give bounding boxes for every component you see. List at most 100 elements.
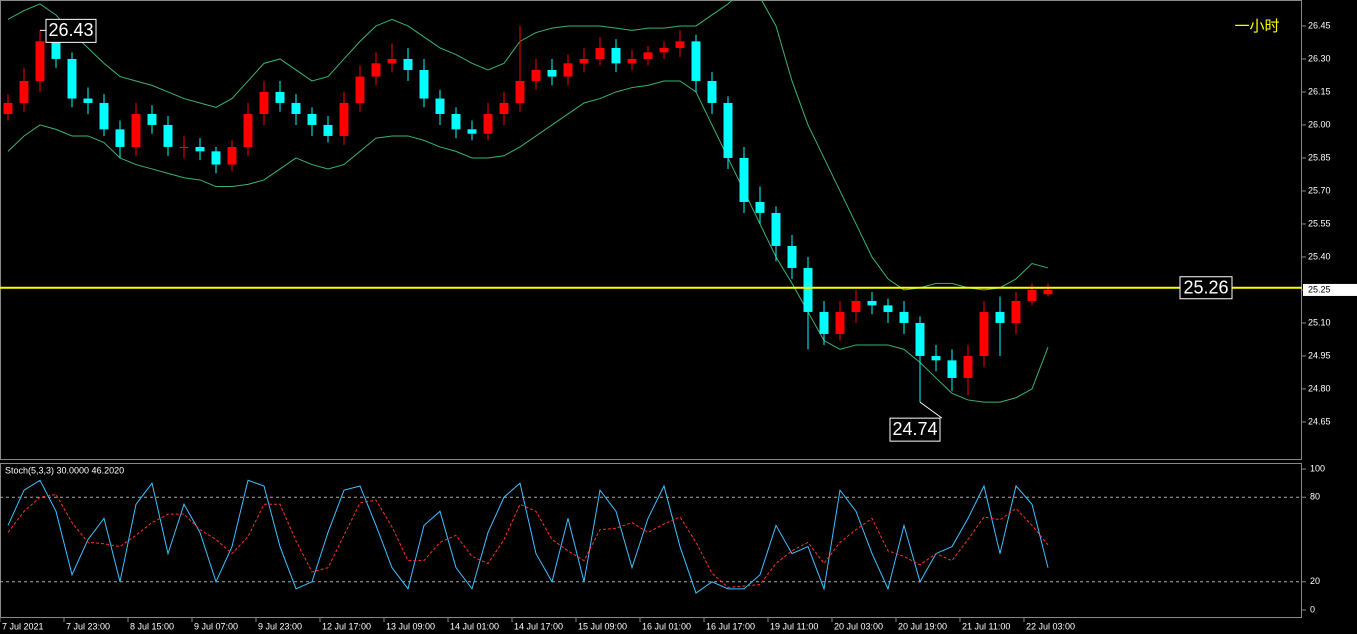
candle-body bbox=[51, 41, 61, 59]
x-tick-label: 22 Jul 03:00 bbox=[1026, 621, 1075, 631]
indicator-label: Stoch(5,3,3) 30.0000 46.2020 bbox=[5, 465, 124, 475]
candle-body bbox=[371, 63, 381, 77]
x-tick-label: 20 Jul 03:00 bbox=[834, 621, 883, 631]
last-price-tag bbox=[1303, 283, 1357, 296]
candle-body bbox=[899, 311, 909, 323]
x-tick-label: 13 Jul 09:00 bbox=[386, 621, 435, 631]
candle-body bbox=[819, 311, 829, 334]
candle-body bbox=[323, 124, 333, 136]
annotation-label: 24.74 bbox=[892, 419, 937, 439]
y-tick-label: 25.40 bbox=[1308, 251, 1331, 261]
stoch-line bbox=[7, 479, 1049, 594]
y-tick-label: 24.65 bbox=[1308, 416, 1331, 426]
price-line-box bbox=[1179, 276, 1233, 300]
y-tick-label: 20 bbox=[1310, 576, 1320, 586]
candle-body bbox=[275, 91, 285, 103]
candle-body bbox=[35, 41, 45, 81]
candle-body bbox=[883, 305, 893, 312]
candle-body bbox=[227, 146, 237, 165]
candle-body bbox=[99, 102, 109, 130]
candle-body bbox=[291, 102, 301, 114]
x-tick-label: 16 Jul 01:00 bbox=[642, 621, 691, 631]
candle-body bbox=[835, 311, 845, 334]
candle-body bbox=[771, 212, 781, 246]
candle-body bbox=[707, 80, 717, 103]
y-tick-label: 26.15 bbox=[1308, 86, 1331, 96]
x-tick-label: 14 Jul 01:00 bbox=[450, 621, 499, 631]
candle-body bbox=[403, 58, 413, 70]
candle-body bbox=[643, 52, 653, 59]
y-tick-label: 26.30 bbox=[1308, 53, 1331, 63]
candle-body bbox=[755, 201, 765, 213]
candle-body bbox=[243, 113, 253, 147]
candle-body bbox=[563, 63, 573, 77]
candle-body bbox=[947, 360, 957, 378]
band-line bbox=[7, 80, 1049, 403]
y-tick-label: 80 bbox=[1310, 492, 1320, 502]
y-tick-label: 25.10 bbox=[1308, 317, 1331, 327]
candle-body bbox=[515, 80, 525, 103]
candle-body bbox=[739, 157, 749, 202]
candle-body bbox=[115, 129, 125, 147]
candle-body bbox=[691, 41, 701, 81]
x-tick-label: 12 Jul 17:00 bbox=[322, 621, 371, 631]
candle-body bbox=[67, 58, 77, 99]
candle-body bbox=[83, 98, 93, 103]
candle-body bbox=[963, 355, 973, 378]
y-tick-label: 25.85 bbox=[1308, 152, 1331, 162]
price-line-label: 25.26 bbox=[1183, 277, 1228, 297]
x-tick-label: 21 Jul 11:00 bbox=[962, 621, 1010, 631]
candle-body bbox=[387, 58, 397, 64]
candle-body bbox=[675, 41, 685, 48]
candle-body bbox=[867, 300, 877, 306]
candle-body bbox=[931, 355, 941, 361]
last-price-label: 25.25 bbox=[1308, 284, 1331, 294]
x-tick-label: 20 Jul 19:00 bbox=[898, 621, 947, 631]
candle-body bbox=[499, 102, 509, 114]
annotation-box bbox=[45, 18, 97, 43]
candle-body bbox=[467, 129, 477, 134]
x-tick-label: 19 Jul 11:00 bbox=[770, 621, 818, 631]
candle-body bbox=[579, 58, 589, 64]
x-tick-label: 15 Jul 09:00 bbox=[578, 621, 627, 631]
y-tick-label: 25.70 bbox=[1308, 185, 1331, 195]
y-tick-label: 24.95 bbox=[1308, 350, 1331, 360]
candle-body bbox=[195, 146, 205, 152]
y-tick-label: 24.80 bbox=[1308, 383, 1331, 393]
x-tick-label: 7 Jul 2021 bbox=[2, 621, 44, 631]
candle-body bbox=[259, 91, 269, 114]
x-tick-label: 16 Jul 17:00 bbox=[706, 621, 755, 631]
y-tick-label: 100 bbox=[1310, 463, 1325, 473]
x-tick-label: 9 Jul 07:00 bbox=[194, 621, 238, 631]
candle-body bbox=[419, 69, 429, 99]
candle-body bbox=[803, 267, 813, 312]
candle-body bbox=[131, 113, 141, 147]
candle-body bbox=[1043, 289, 1053, 295]
candle-body bbox=[179, 146, 189, 148]
candle-body bbox=[19, 80, 29, 103]
candle-body bbox=[851, 300, 861, 312]
candle-body bbox=[659, 47, 669, 53]
stoch-panel bbox=[0, 463, 1302, 618]
stoch-line bbox=[7, 493, 1049, 588]
candle-body bbox=[547, 69, 557, 77]
band-line bbox=[7, 0, 1049, 291]
candle-body bbox=[211, 151, 221, 165]
candle-body bbox=[163, 124, 173, 147]
y-tick-label: 26.00 bbox=[1308, 119, 1331, 129]
candle-body bbox=[3, 102, 13, 114]
candle-body bbox=[595, 47, 605, 59]
candle-body bbox=[435, 98, 445, 114]
annotation-label: 26.43 bbox=[48, 20, 93, 40]
y-tick-label: 25.55 bbox=[1308, 218, 1331, 228]
candle-body bbox=[531, 69, 541, 81]
x-tick-label: 9 Jul 23:00 bbox=[258, 621, 302, 631]
x-tick-label: 14 Jul 17:00 bbox=[514, 621, 563, 631]
candle-body bbox=[627, 58, 637, 64]
candle-body bbox=[307, 113, 317, 125]
annotation-box bbox=[889, 417, 941, 442]
candle-body bbox=[451, 113, 461, 130]
